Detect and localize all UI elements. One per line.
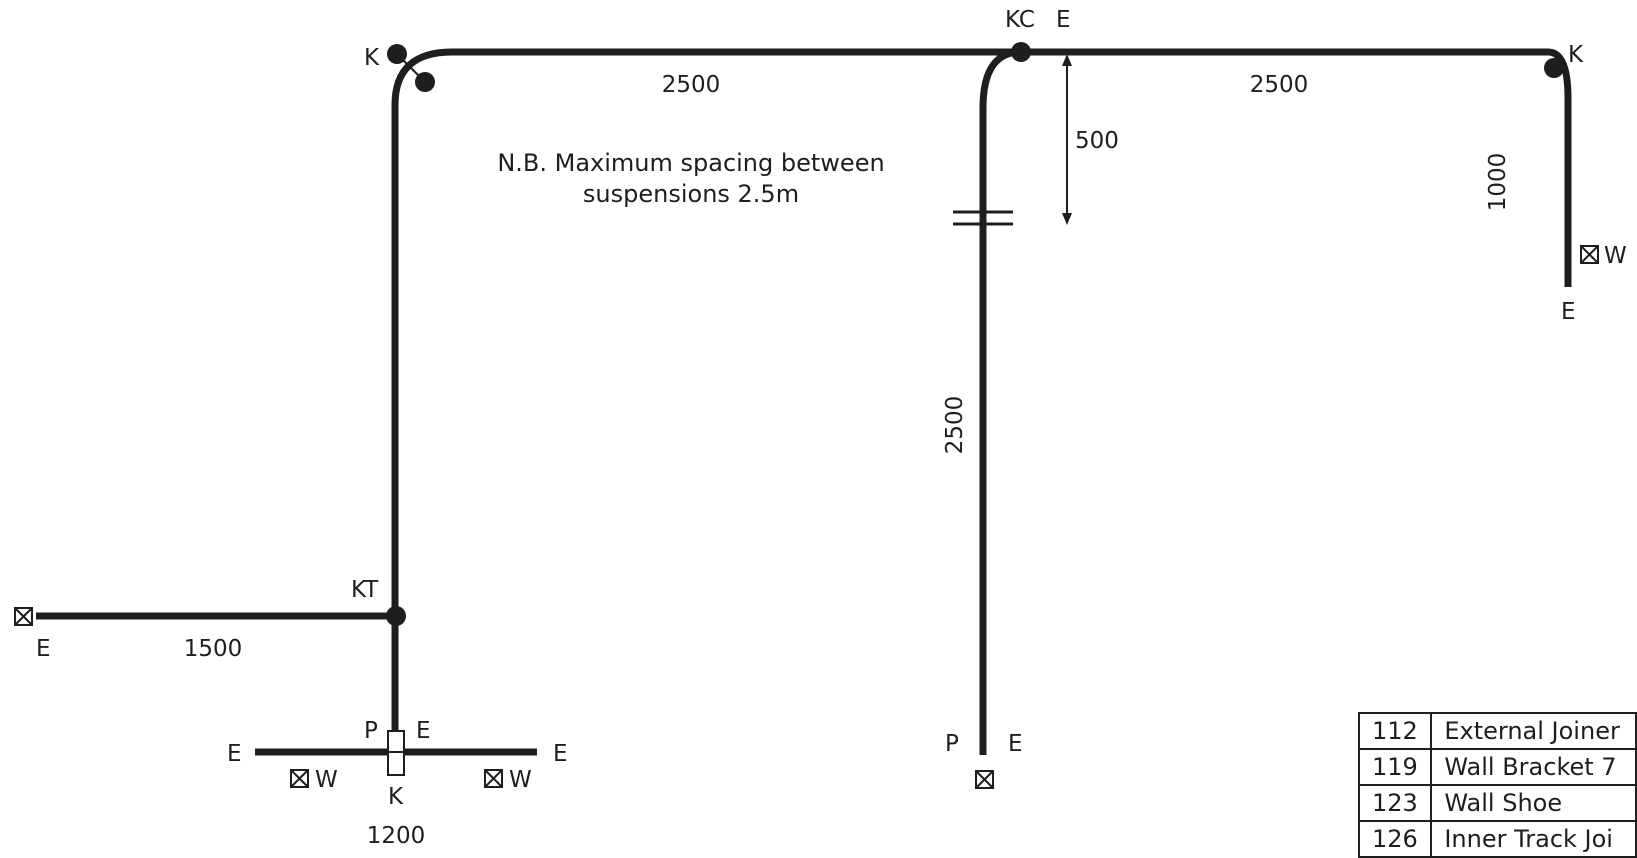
label-k-bottom: K — [388, 784, 404, 810]
wall-bracket-icon-left-branch — [14, 607, 33, 626]
dimension-top-right: 2500 — [1250, 72, 1309, 98]
legend-code: 126 — [1357, 820, 1433, 858]
arrow-head-up — [1062, 54, 1072, 66]
legend-description: Wall Bracket 7 — [1430, 748, 1637, 786]
label-w-cross-left: W — [315, 767, 338, 793]
legend-code: 123 — [1357, 784, 1433, 822]
label-w-cross-right: W — [509, 767, 532, 793]
wall-bracket-icon-cross-right — [484, 769, 503, 788]
label-w-right: W — [1604, 243, 1627, 269]
label-e-middle: E — [1008, 731, 1023, 757]
label-e-bottom-left-top: E — [416, 718, 431, 744]
wall-bracket-icon-right — [1580, 245, 1599, 264]
wall-bracket-icon-middle — [975, 770, 994, 789]
table-row: 123 Wall Shoe — [1357, 784, 1637, 822]
dimension-left-branch: 1500 — [184, 636, 243, 662]
label-k-top-right: K — [1568, 42, 1584, 68]
knuckle-kc-dot — [1011, 42, 1031, 62]
dimension-right-drop: 1000 — [1485, 153, 1511, 212]
wall-bracket-icon-cross-left — [290, 769, 309, 788]
label-kc: KC — [1005, 7, 1035, 33]
label-p-bottom-left: P — [364, 718, 378, 744]
legend-description: Inner Track Joi — [1430, 820, 1637, 858]
label-e-top: E — [1056, 7, 1071, 33]
label-k-top-left: K — [364, 45, 380, 71]
legend-code: 112 — [1357, 712, 1433, 750]
label-p-middle: P — [945, 731, 959, 757]
track-left-vertical-and-top — [391, 48, 1572, 745]
track-middle-drop — [979, 48, 1022, 755]
joiner-box-upper — [387, 730, 405, 753]
legend-description: External Joiner — [1430, 712, 1637, 750]
joiner-box-lower — [387, 751, 405, 776]
table-row: 112 External Joiner — [1357, 712, 1637, 750]
label-kt: KT — [351, 577, 379, 603]
table-row: 126 Inner Track Joi — [1357, 820, 1637, 858]
arrow-head-down — [1062, 213, 1072, 225]
dimension-middle-drop: 2500 — [942, 396, 968, 455]
dimension-drop-gap: 500 — [1075, 128, 1119, 154]
table-row: 119 Wall Bracket 7 — [1357, 748, 1637, 786]
label-e-right: E — [1561, 299, 1576, 325]
legend-code: 119 — [1357, 748, 1433, 786]
label-e-left-branch: E — [36, 636, 51, 662]
knuckle-kt-dot — [386, 606, 406, 626]
knuckle-link-line — [396, 53, 426, 83]
note-line-1: N.B. Maximum spacing between — [497, 149, 884, 177]
note-line-2: suspensions 2.5m — [583, 180, 799, 208]
label-e-cross-left: E — [227, 741, 242, 767]
knuckle-top-right-dot — [1544, 58, 1564, 78]
dimension-bottom-cross: 1200 — [367, 823, 426, 849]
dimension-top-left: 2500 — [662, 72, 721, 98]
legend-description: Wall Shoe — [1430, 784, 1637, 822]
label-e-cross-right: E — [553, 741, 568, 767]
parts-legend-table: 112 External Joiner 119 Wall Bracket 7 1… — [1357, 712, 1637, 858]
